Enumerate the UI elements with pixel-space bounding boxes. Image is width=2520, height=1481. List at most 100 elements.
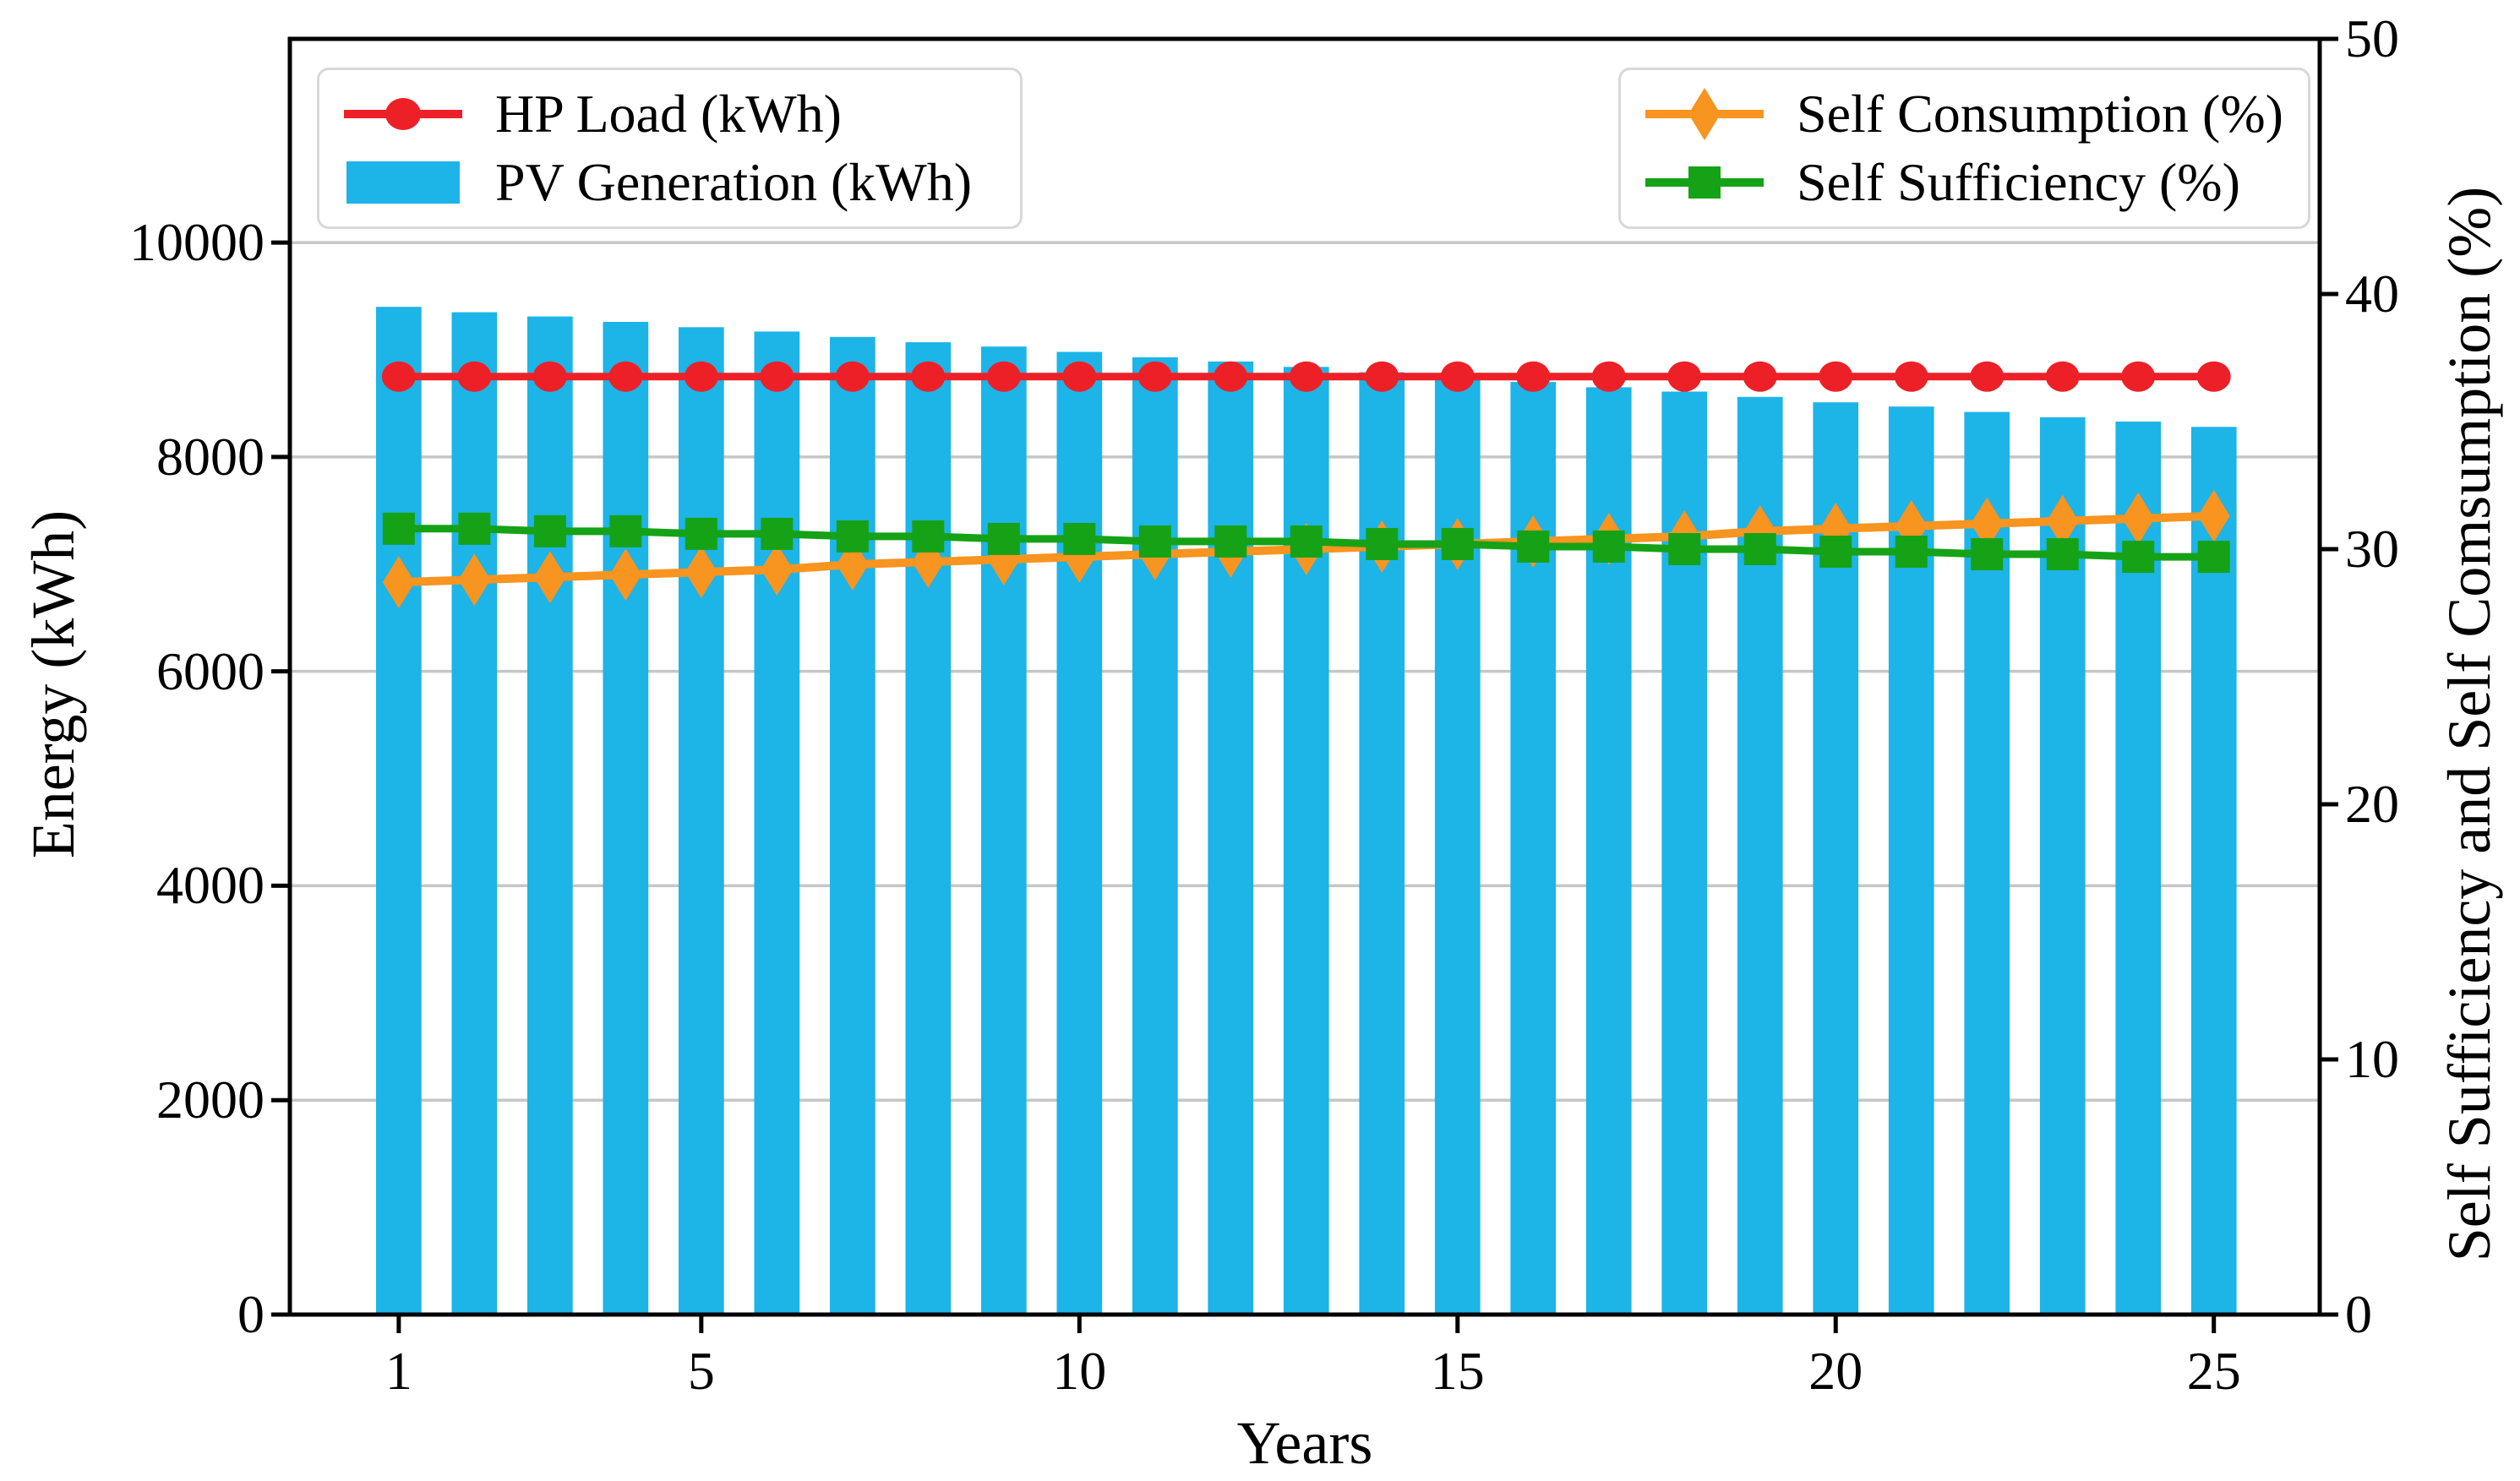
circle-marker bbox=[1062, 361, 1097, 392]
diamond-marker bbox=[761, 543, 794, 596]
square-marker bbox=[1063, 522, 1096, 555]
circle-marker bbox=[457, 361, 492, 392]
square-marker bbox=[609, 515, 642, 547]
square-marker bbox=[533, 515, 566, 547]
diamond-marker bbox=[458, 553, 491, 607]
pv-bar-year-15 bbox=[1434, 376, 1481, 1315]
square-marker bbox=[1214, 525, 1247, 558]
pv-bar-year-12 bbox=[1208, 361, 1254, 1315]
square-marker bbox=[1971, 538, 2004, 571]
legend-entry-self-sufficiency: Self Sufficiency (%) bbox=[1641, 152, 2288, 213]
square-marker bbox=[912, 520, 945, 553]
square-marker bbox=[1895, 536, 1928, 569]
square-marker bbox=[2197, 541, 2230, 574]
x-tick-1: 1 bbox=[385, 1341, 412, 1401]
circle-marker bbox=[1516, 361, 1551, 392]
circle-marker bbox=[760, 361, 794, 392]
circle-marker bbox=[381, 361, 416, 392]
pv-generation-swatch-icon bbox=[340, 152, 466, 213]
pv-bar-year-8 bbox=[905, 342, 952, 1315]
y-tick-left-6000: 6000 bbox=[156, 640, 265, 701]
square-marker bbox=[1668, 533, 1701, 565]
pv-bar-year-9 bbox=[981, 346, 1027, 1315]
circle-marker bbox=[1667, 361, 1702, 392]
y-tick-left-0: 0 bbox=[237, 1284, 265, 1344]
hp-load-line-marker-icon bbox=[340, 84, 466, 144]
y-tick-left-10000: 10000 bbox=[129, 212, 265, 273]
square-marker bbox=[1592, 530, 1625, 563]
self-consumption-diamond-marker-icon bbox=[1641, 84, 1768, 144]
plot-border bbox=[287, 36, 2322, 1317]
y-tick-right-10: 10 bbox=[2345, 1029, 2399, 1089]
legend-label-self-sufficiency: Self Sufficiency (%) bbox=[1797, 152, 2240, 213]
legend-label-hp-load: HP Load (kWh) bbox=[495, 83, 842, 144]
pv-bar-year-10 bbox=[1056, 351, 1103, 1315]
pv-bar-year-3 bbox=[527, 316, 573, 1315]
diamond-marker bbox=[685, 546, 717, 599]
square-marker bbox=[761, 517, 794, 550]
pv-bar-year-25 bbox=[2190, 427, 2237, 1315]
y-tick-right-50: 50 bbox=[2345, 8, 2399, 68]
circle-marker bbox=[1591, 361, 1626, 392]
diamond-marker bbox=[609, 548, 642, 602]
diamond-marker bbox=[1971, 497, 2004, 550]
circle-marker bbox=[835, 361, 870, 392]
legend-label-self-consumption: Self Consumption (%) bbox=[1797, 83, 2283, 144]
legend-entry-pv-generation: PV Generation (kWh) bbox=[340, 152, 1000, 213]
diamond-marker bbox=[2046, 494, 2079, 547]
square-marker bbox=[1517, 530, 1550, 563]
x-tick-10: 10 bbox=[1052, 1341, 1107, 1401]
x-tick-20: 20 bbox=[1808, 1341, 1863, 1401]
legend-label-pv-generation: PV Generation (kWh) bbox=[495, 152, 972, 213]
x-tick-5: 5 bbox=[687, 1341, 715, 1401]
square-marker bbox=[382, 512, 415, 545]
square-marker bbox=[1290, 525, 1323, 558]
y-tick-right-20: 20 bbox=[2345, 774, 2399, 834]
y-tick-left-8000: 8000 bbox=[156, 426, 265, 487]
x-tick-25: 25 bbox=[2186, 1341, 2241, 1401]
diamond-marker bbox=[382, 556, 415, 609]
legend-energy: HP Load (kWh) PV Generation (kWh) bbox=[317, 68, 1023, 229]
diamond-marker bbox=[2197, 489, 2230, 542]
square-marker bbox=[1366, 527, 1399, 560]
circle-marker bbox=[986, 361, 1021, 392]
pv-bar-year-6 bbox=[754, 331, 800, 1315]
self-sufficiency-square-marker-icon bbox=[1641, 152, 1768, 213]
y-tick-right-40: 40 bbox=[2345, 264, 2399, 324]
square-marker bbox=[987, 522, 1020, 555]
diamond-marker bbox=[533, 551, 566, 604]
circle-marker bbox=[911, 361, 946, 392]
circle-marker bbox=[2196, 361, 2231, 392]
pv-bar-year-5 bbox=[679, 327, 724, 1315]
circle-marker bbox=[1894, 361, 1928, 392]
pv-bar-year-14 bbox=[1359, 372, 1405, 1315]
circle-marker bbox=[1137, 361, 1172, 392]
square-marker bbox=[1441, 527, 1474, 560]
pv-bar-year-1 bbox=[376, 307, 422, 1315]
square-marker bbox=[1138, 525, 1171, 558]
x-axis-label: Years bbox=[1236, 1409, 1373, 1477]
y-tick-left-4000: 4000 bbox=[156, 855, 265, 916]
circle-marker bbox=[1819, 361, 1853, 392]
square-marker bbox=[1819, 536, 1852, 569]
circle-marker bbox=[1365, 361, 1399, 392]
square-marker bbox=[2122, 541, 2155, 574]
pv-bar-year-2 bbox=[451, 312, 498, 1315]
y-tick-right-0: 0 bbox=[2345, 1284, 2372, 1344]
circle-marker bbox=[1289, 361, 1323, 392]
y-tick-right-30: 30 bbox=[2345, 519, 2399, 579]
circle-marker bbox=[2045, 361, 2080, 392]
pv-bar-year-13 bbox=[1283, 367, 1329, 1315]
y-axis-label-left: Energy (kWh) bbox=[19, 509, 87, 859]
square-marker bbox=[836, 520, 869, 553]
y-tick-left-2000: 2000 bbox=[156, 1070, 265, 1130]
circle-marker bbox=[1440, 361, 1475, 392]
pv-bar-year-11 bbox=[1132, 357, 1178, 1315]
diamond-marker bbox=[2122, 492, 2155, 545]
x-tick-15: 15 bbox=[1430, 1341, 1485, 1401]
circle-marker bbox=[532, 361, 567, 392]
legend-entry-hp-load: HP Load (kWh) bbox=[340, 84, 1000, 144]
y-axis-label-right: Self Sufficiency and Self Comsumption (%… bbox=[2435, 186, 2503, 1262]
pv-bar-year-4 bbox=[603, 322, 649, 1315]
